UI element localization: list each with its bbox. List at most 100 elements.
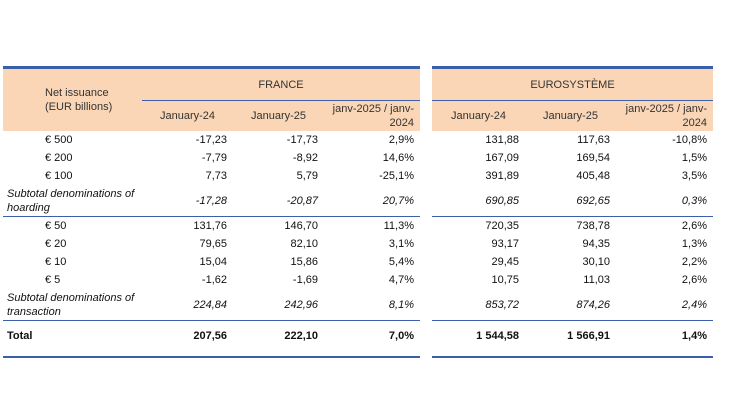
france-table-body: € 500 -17,23 -17,73 2,9% € 200 -7,79 -8,92 14,6…	[3, 131, 420, 358]
table-cell: 405,48	[525, 166, 616, 185]
table-cell: 853,72	[432, 288, 525, 321]
table-row: 391,89 405,48 3,5%	[432, 166, 713, 185]
row-label: € 500	[3, 131, 142, 149]
row-label: € 100	[3, 166, 142, 185]
table-cell: 117,63	[525, 131, 616, 149]
subtotal-row: Subtotal denominations of transaction 224…	[3, 288, 420, 321]
row-label: € 20	[3, 234, 142, 253]
table-cell: 692,65	[525, 184, 616, 217]
table-cell: 1 544,58	[432, 320, 525, 352]
table-cell: 1,4%	[616, 320, 713, 352]
table-cell: 8,1%	[324, 288, 420, 321]
eurosystem-col-jan25: January-25	[525, 100, 616, 131]
table-cell: -25,1%	[324, 166, 420, 185]
table-cell: 391,89	[432, 166, 525, 185]
table-cell: 5,4%	[324, 252, 420, 271]
table-row: 29,45 30,10 2,2%	[432, 252, 713, 271]
table-row: 720,35 738,78 2,6%	[432, 216, 713, 235]
eurosystem-table: EUROSYSTÈME January-24 January-25 janv-2…	[432, 66, 713, 358]
eurosystem-group-title: EUROSYSTÈME	[432, 69, 713, 101]
table-row: € 50 131,76 146,70 11,3%	[3, 216, 420, 235]
row-label: € 5	[3, 270, 142, 289]
table-cell: 5,79	[233, 166, 324, 185]
table-row: € 200 -7,79 -8,92 14,6%	[3, 148, 420, 167]
table-row: 131,88 117,63 -10,8%	[432, 131, 713, 149]
table-cell: 7,0%	[324, 320, 420, 352]
table-cell: 2,2%	[616, 252, 713, 271]
table-cell: 1,3%	[616, 234, 713, 253]
row-label: Total	[3, 320, 142, 352]
france-col-jan24: January-24	[142, 100, 233, 131]
table-cell: 167,09	[432, 148, 525, 167]
table-cell: 14,6%	[324, 148, 420, 167]
table-cell: -20,87	[233, 184, 324, 217]
france-col-jan25: January-25	[233, 100, 324, 131]
subtotal-row: Subtotal denominations of hoarding -17,28…	[3, 184, 420, 217]
table-cell: 30,10	[525, 252, 616, 271]
table-cell: -7,79	[142, 148, 233, 167]
table-cell: 131,88	[432, 131, 525, 149]
table-row: € 20 79,65 82,10 3,1%	[3, 234, 420, 253]
table-cell: 82,10	[233, 234, 324, 253]
table-row: € 100 7,73 5,79 -25,1%	[3, 166, 420, 185]
table-cell: 94,35	[525, 234, 616, 253]
table-cell: 1,5%	[616, 148, 713, 167]
table-cell: 720,35	[432, 216, 525, 235]
france-group-title: FRANCE	[142, 69, 420, 101]
table-cell: 29,45	[432, 252, 525, 271]
table-cell: 224,84	[142, 288, 233, 321]
table-cell: 15,04	[142, 252, 233, 271]
table-row: € 5 -1,62 -1,69 4,7%	[3, 270, 420, 289]
table-row: € 10 15,04 15,86 5,4%	[3, 252, 420, 271]
row-label: € 50	[3, 216, 142, 235]
table-cell: -17,73	[233, 131, 324, 149]
table-cell: 10,75	[432, 270, 525, 289]
eurosystem-table-body: 131,88 117,63 -10,8% 167,09 169,54 1,5% 391,89…	[432, 131, 713, 358]
subtotal-row: 853,72 874,26 2,4%	[432, 288, 713, 321]
table-cell: 15,86	[233, 252, 324, 271]
table-row: 167,09 169,54 1,5%	[432, 148, 713, 167]
subtotal-row: 690,85 692,65 0,3%	[432, 184, 713, 217]
table-cell: 7,73	[142, 166, 233, 185]
eurosystem-col-jan24: January-24	[432, 100, 525, 131]
table-cell: -1,62	[142, 270, 233, 289]
table-row: 10,75 11,03 2,6%	[432, 270, 713, 289]
table-cell: -1,69	[233, 270, 324, 289]
table-cell: 207,56	[142, 320, 233, 352]
row-header-label: Net issuance (EUR billions)	[3, 69, 142, 131]
table-row: € 500 -17,23 -17,73 2,9%	[3, 131, 420, 149]
table-cell: 2,4%	[616, 288, 713, 321]
total-row: Total 207,56 222,10 7,0%	[3, 320, 420, 352]
table-cell: 874,26	[525, 288, 616, 321]
table-cell: 738,78	[525, 216, 616, 235]
row-label: Subtotal denominations of hoarding	[3, 184, 142, 217]
table-cell: 2,6%	[616, 270, 713, 289]
table-cell: 131,76	[142, 216, 233, 235]
table-cell: 146,70	[233, 216, 324, 235]
table-cell: 169,54	[525, 148, 616, 167]
france-table: Net issuance (EUR billions) FRANCE Janua…	[3, 66, 420, 358]
table-cell: 4,7%	[324, 270, 420, 289]
table-cell: 93,17	[432, 234, 525, 253]
table-cell: 79,65	[142, 234, 233, 253]
france-col-change: janv-2025 / janv-2024	[324, 100, 420, 131]
table-cell: -8,92	[233, 148, 324, 167]
row-label: Subtotal denominations of transaction	[3, 288, 142, 321]
table-row: 93,17 94,35 1,3%	[432, 234, 713, 253]
table-cell: 11,03	[525, 270, 616, 289]
row-label: € 200	[3, 148, 142, 167]
table-cell: -17,23	[142, 131, 233, 149]
table-cell: 2,9%	[324, 131, 420, 149]
row-label: € 10	[3, 252, 142, 271]
table-cell: 222,10	[233, 320, 324, 352]
eurosystem-col-change: janv-2025 / janv-2024	[616, 100, 713, 131]
table-cell: 3,5%	[616, 166, 713, 185]
table-cell: -17,28	[142, 184, 233, 217]
table-cell: -10,8%	[616, 131, 713, 149]
table-cell: 3,1%	[324, 234, 420, 253]
table-cell: 0,3%	[616, 184, 713, 217]
table-cell: 242,96	[233, 288, 324, 321]
table-cell: 2,6%	[616, 216, 713, 235]
table-cell: 20,7%	[324, 184, 420, 217]
